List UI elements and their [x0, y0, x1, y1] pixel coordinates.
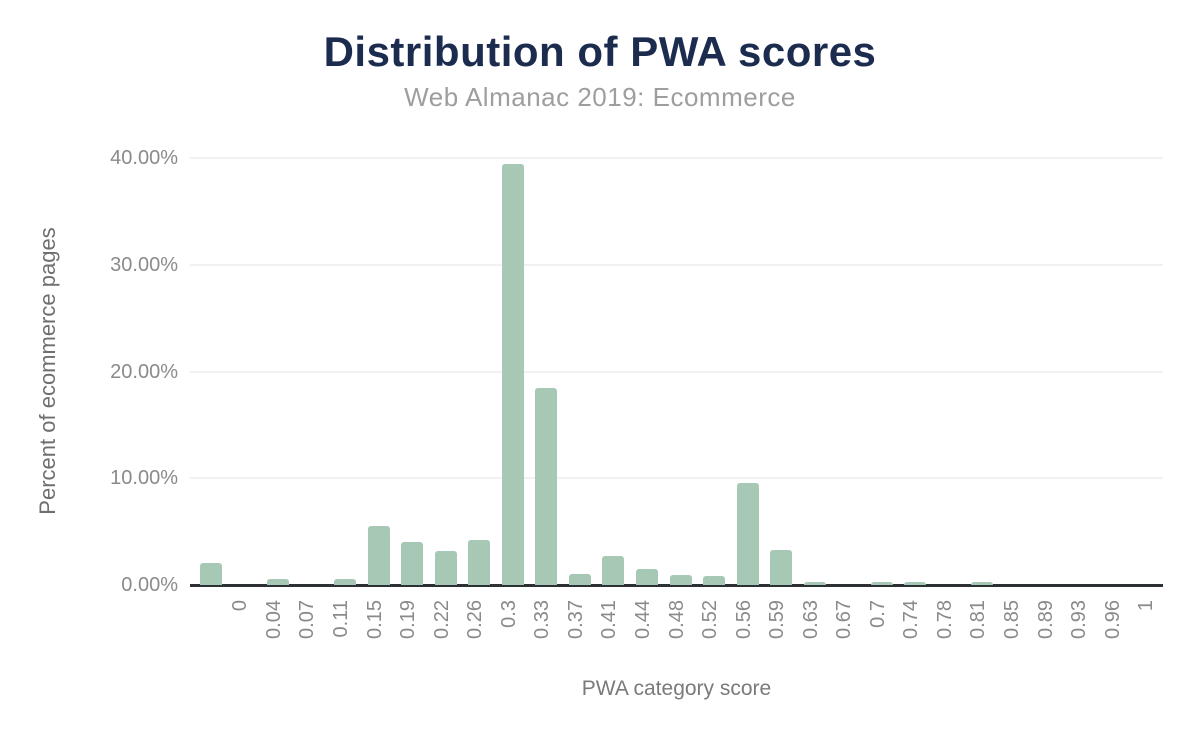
bar: [635, 568, 658, 585]
x-axis-title: PWA category score: [581, 677, 772, 700]
y-tick-label: 30.00%: [110, 253, 178, 276]
bar: [703, 576, 726, 585]
bar: [904, 581, 927, 585]
bar: [367, 526, 390, 585]
bar: [199, 562, 222, 585]
bar: [870, 581, 893, 585]
bar: [266, 579, 289, 585]
x-axis-line: [190, 584, 1163, 587]
x-tick-label: 0.7: [866, 600, 889, 628]
chart-title: Distribution of PWA scores: [323, 28, 877, 75]
y-tick-label: 40.00%: [110, 147, 178, 169]
bar: [803, 581, 826, 585]
gridline: [190, 370, 1163, 373]
bar: [501, 164, 524, 585]
x-tick-label: 1: [1135, 600, 1158, 612]
bar: [736, 482, 759, 585]
x-tick-label: 0.11: [329, 600, 352, 638]
y-tick-label: 0.00%: [121, 574, 178, 596]
bar: [568, 574, 591, 585]
bar: [770, 549, 793, 585]
x-tick-label: 0.3: [497, 600, 520, 628]
bar: [468, 540, 491, 585]
bar: [602, 556, 625, 585]
bar: [669, 575, 692, 585]
chart-subtitle: Web Almanac 2019: Ecommerce: [404, 82, 796, 112]
bar: [401, 542, 424, 585]
bar: [333, 579, 356, 585]
gridline: [190, 477, 1163, 480]
gridline: [190, 157, 1163, 159]
bar: [535, 387, 558, 585]
x-tick-label: 0: [229, 600, 252, 612]
bar: [434, 550, 457, 585]
y-tick-label: 20.00%: [110, 360, 178, 383]
bar: [971, 581, 994, 585]
y-tick-label: 10.00%: [110, 467, 178, 490]
gridline: [190, 263, 1163, 266]
